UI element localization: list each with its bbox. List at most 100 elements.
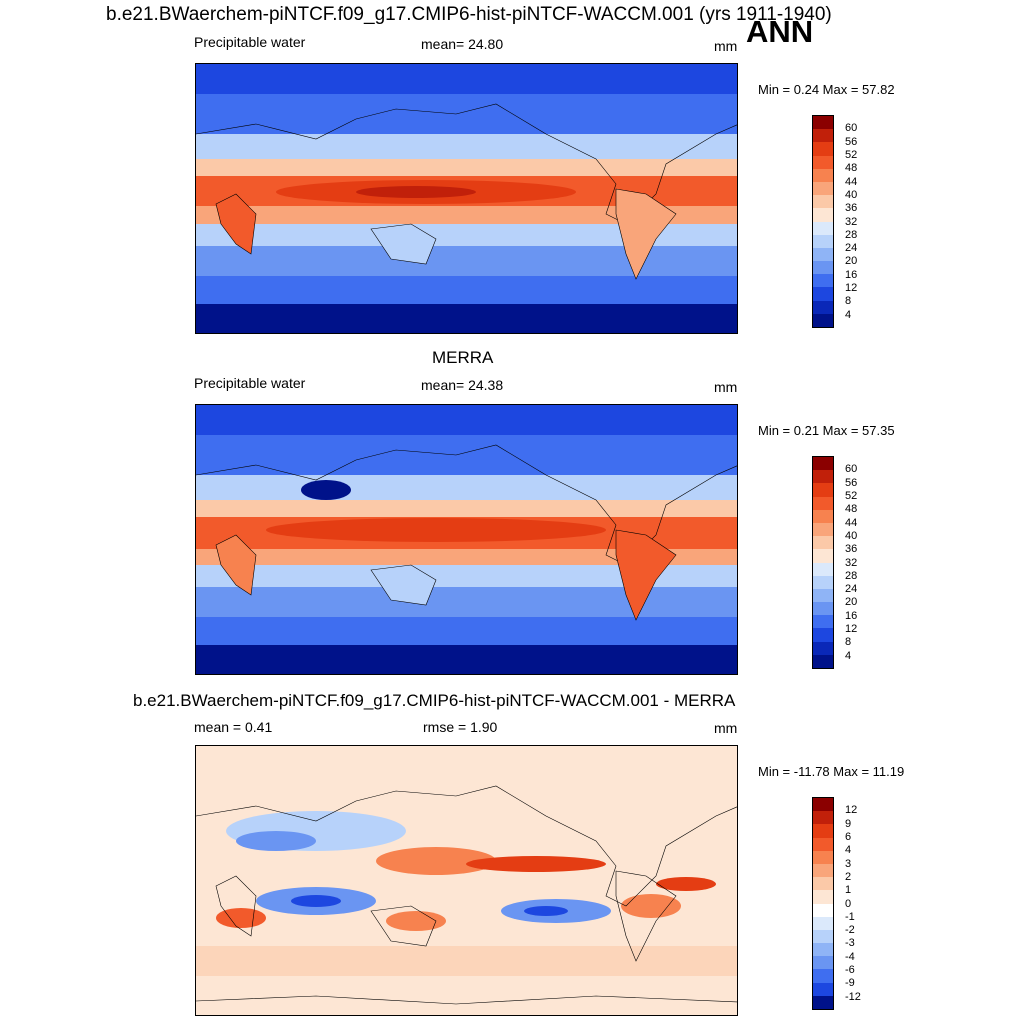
colorbar-tick-label: -9 [845,977,855,990]
colorbar-swatch [813,811,833,825]
colorbar-swatch [813,837,833,851]
map-obs [195,404,738,675]
colorbar-swatch [813,313,833,327]
colorbar-tick-label: 12 [845,623,858,636]
colorbar-tick-label: 0 [845,897,852,910]
colorbar-swatch [813,168,833,182]
colorbar-swatch [813,562,833,576]
colorbar-tick-label: 8 [845,636,852,649]
variable-label: Precipitable water [194,375,306,391]
colorbar-swatch [813,588,833,603]
colorbar-swatch [813,641,833,655]
colorbar-swatch [813,522,833,537]
colorbar-tick-label: 56 [845,135,858,148]
colorbar-swatch [813,798,833,812]
colorbar-tick-label: -3 [845,937,855,950]
colorbar-tick-label: 9 [845,817,852,830]
colorbar-tick-label: 28 [845,228,858,241]
colorbar-tick-label: 32 [845,215,858,228]
colorbar-tick-label: 4 [845,308,852,321]
mean-label: mean = 0.41 [194,719,273,735]
units-label: mm [714,720,738,736]
colorbar-swatch [813,221,833,235]
colorbar-tick-label: 40 [845,529,858,542]
colorbar-tick-label: -2 [845,924,855,937]
colorbar-tick-label: 1 [845,884,852,897]
colorbar-swatch [813,890,833,904]
colorbar-swatch [813,575,833,589]
colorbar-tick-label: 12 [845,282,858,295]
colorbar-tick-label: 3 [845,857,852,870]
colorbar-swatch [813,142,833,156]
colorbar-tick-label: 44 [845,175,858,188]
colorbar-swatch [813,824,833,838]
map-model [195,63,738,334]
colorbar-tick-label: 2 [845,870,852,883]
colorbar-swatch [813,287,833,301]
colorbar-tick-label: 60 [845,122,858,135]
units-label: mm [714,379,738,395]
colorbar-swatch [813,274,833,288]
colorbar-swatch [813,483,833,497]
minmax-label: Min = 0.21 Max = 57.35 [758,423,895,438]
rmse-label: rmse = 1.90 [423,719,498,735]
colorbar-swatch [813,903,833,917]
colorbar-tick-label: 40 [845,188,858,201]
colorbar-swatch [813,300,833,314]
colorbar-swatch [813,929,833,944]
figure-title: b.e21.BWaerchem-piNTCF.f09_g17.CMIP6-his… [106,4,832,25]
panel-subtitle: b.e21.BWaerchem-piNTCF.f09_g17.CMIP6-his… [133,691,736,710]
colorbar-swatch [813,208,833,222]
colorbar-tick-label: 4 [845,844,852,857]
colorbar-tick-label: 48 [845,162,858,175]
colorbar-swatch [813,628,833,642]
colorbar [812,797,834,1010]
panel-subtitle: MERRA [432,348,494,367]
variable-label: Precipitable water [194,34,306,50]
colorbar-swatch [813,982,833,996]
colorbar-swatch [813,129,833,143]
colorbar-swatch [813,969,833,983]
colorbar-swatch [813,181,833,196]
colorbar-tick-label: 8 [845,295,852,308]
colorbar-tick-label: 36 [845,543,858,556]
colorbar-swatch [813,602,833,616]
minmax-label: Min = -11.78 Max = 11.19 [758,764,905,779]
colorbar-tick-label: 20 [845,255,858,268]
colorbar-swatch [813,995,833,1009]
colorbar-tick-label: -12 [845,990,861,1003]
colorbar-tick-label: 52 [845,489,858,502]
colorbar-tick-label: 4 [845,649,852,662]
colorbar-tick-label: 52 [845,148,858,161]
colorbar-tick-label: 28 [845,569,858,582]
colorbar-swatch [813,615,833,629]
colorbar-swatch [813,916,833,930]
colorbar-tick-label: 16 [845,609,858,622]
colorbar-tick-label: 48 [845,503,858,516]
colorbar-tick-label: 44 [845,516,858,529]
map-diff [195,745,738,1016]
colorbar-swatch [813,509,833,523]
colorbar-swatch [813,247,833,262]
season-label: ANN [746,14,814,49]
colorbar-tick-label: 16 [845,268,858,281]
colorbar-swatch [813,943,833,957]
colorbar-tick-label: -1 [845,910,855,923]
colorbar-swatch [813,234,833,248]
colorbar-swatch [813,470,833,484]
colorbar-tick-label: 6 [845,830,852,843]
colorbar-swatch [813,956,833,970]
colorbar [812,456,834,669]
colorbar-swatch [813,877,833,891]
colorbar-swatch [813,116,833,130]
units-label: mm [714,38,738,54]
colorbar-swatch [813,155,833,169]
mean-label: mean= 24.38 [421,377,504,393]
colorbar-tick-label: -6 [845,964,855,977]
colorbar-swatch [813,850,833,864]
colorbar-swatch [813,549,833,563]
colorbar-tick-label: 24 [845,242,858,255]
colorbar-tick-label: 56 [845,476,858,489]
minmax-label: Min = 0.24 Max = 57.82 [758,82,895,97]
mean-label: mean= 24.80 [421,36,504,52]
